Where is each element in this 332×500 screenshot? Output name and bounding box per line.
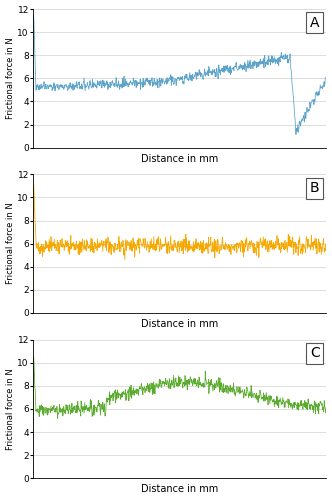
Y-axis label: Frictional force in N: Frictional force in N	[6, 38, 15, 119]
X-axis label: Distance in mm: Distance in mm	[141, 484, 218, 494]
Text: A: A	[310, 16, 319, 30]
X-axis label: Distance in mm: Distance in mm	[141, 319, 218, 329]
Text: C: C	[310, 346, 320, 360]
Text: B: B	[310, 181, 319, 195]
X-axis label: Distance in mm: Distance in mm	[141, 154, 218, 164]
Y-axis label: Frictional force in N: Frictional force in N	[6, 368, 15, 450]
Y-axis label: Frictional force in N: Frictional force in N	[6, 203, 15, 284]
